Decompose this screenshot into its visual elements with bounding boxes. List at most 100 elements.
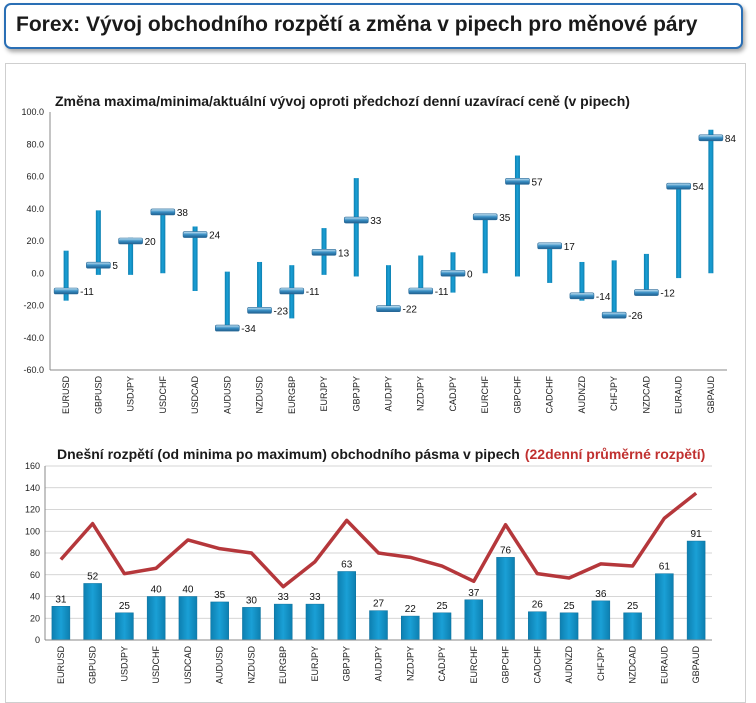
range-bar <box>305 603 325 641</box>
category-label: AUDJPY <box>384 376 394 412</box>
current-value-label: 84 <box>725 134 737 145</box>
y-tick-label: 100 <box>25 526 40 536</box>
bar-value-label: 40 <box>182 585 194 596</box>
range-bar <box>95 210 101 275</box>
category-label: NZDUSD <box>246 646 256 684</box>
category-label: CADCHF <box>532 645 542 683</box>
current-marker <box>505 178 530 185</box>
range-bar <box>83 583 102 641</box>
current-value-label: 0 <box>467 269 473 280</box>
y-tick-label: 0 <box>35 635 40 645</box>
y-tick-label: 0.0 <box>31 268 44 278</box>
current-marker <box>86 261 111 269</box>
range-bar <box>257 261 263 312</box>
category-label: EURCHF <box>480 375 490 413</box>
range-bar <box>464 599 484 641</box>
y-tick-label: 80 <box>30 548 40 558</box>
current-value-label: -11 <box>435 287 449 298</box>
category-label: EURAUD <box>674 376 684 415</box>
range-bar <box>51 606 71 641</box>
y-tick-label: 140 <box>25 483 40 493</box>
range-chart-title: Změna maxima/minima/aktuální vývoj oprot… <box>55 93 630 109</box>
range-bar <box>708 129 714 274</box>
average-range-line <box>59 491 698 589</box>
bar-value-label: 63 <box>341 559 353 570</box>
current-value-label: 35 <box>499 213 511 224</box>
current-value-label: -11 <box>80 287 94 298</box>
current-marker <box>472 213 498 221</box>
category-label: GBPAUD <box>691 646 701 684</box>
current-marker <box>182 231 208 238</box>
current-marker <box>247 307 272 314</box>
category-label: GBPCHF <box>512 376 522 414</box>
range-bar <box>482 213 488 274</box>
category-label: GBPJPY <box>342 646 352 682</box>
y-tick-label: -40.0 <box>23 333 44 343</box>
bar-value-label: 33 <box>278 592 290 603</box>
category-label: USDCHF <box>151 645 161 683</box>
category-label: CADCHF <box>545 375 555 413</box>
y-tick-label: 100.0 <box>21 107 44 117</box>
current-marker <box>279 287 305 295</box>
bar-value-label: 36 <box>595 589 607 600</box>
page-title: Forex: Vývoj obchodního rozpětí a změna … <box>16 13 698 36</box>
range-bar <box>514 155 520 277</box>
category-label: USDCHF <box>158 375 168 413</box>
y-tick-label: 20 <box>30 613 40 623</box>
bar-value-label: 25 <box>627 601 639 612</box>
range-bar <box>128 237 134 275</box>
bar-value-label: 33 <box>309 592 321 603</box>
range-bar <box>528 611 547 641</box>
bar-value-label: 91 <box>691 529 703 540</box>
current-marker <box>215 324 240 332</box>
current-value-label: -22 <box>403 305 418 316</box>
y-tick-label: -20.0 <box>23 301 44 311</box>
bar-value-label: 40 <box>151 585 163 596</box>
range-bar <box>63 250 69 301</box>
category-label: GBPAUD <box>706 376 716 414</box>
range-bar <box>386 265 391 309</box>
bar-value-label: 52 <box>87 571 99 582</box>
category-label: GBPUSD <box>88 646 98 685</box>
category-label: USDCAD <box>183 646 193 685</box>
bar-value-label: 61 <box>659 562 671 573</box>
bar-chart-title: Dnešní rozpětí (od minima po maximum) ob… <box>57 446 705 462</box>
range-bar-chart: 160 140 120 100 80 60 40 20 0 31 EURUSD 52 GBPUSD 25 U… <box>25 461 712 684</box>
current-value-label: -11 <box>306 287 320 298</box>
bar-value-label: 22 <box>405 604 417 615</box>
category-label: EURUSD <box>61 376 71 415</box>
current-marker <box>376 305 401 313</box>
bar-chart-title-main: Dnešní rozpětí (od minima po maximum) ob… <box>57 446 520 462</box>
category-label: EURJPY <box>319 376 329 412</box>
current-marker <box>311 248 337 256</box>
current-marker <box>698 134 724 142</box>
category-label: EURAUD <box>659 646 669 685</box>
bar-value-label: 25 <box>436 601 448 612</box>
category-label: EURGBP <box>278 646 288 684</box>
current-marker <box>601 311 627 319</box>
y-tick-label: 40.0 <box>26 204 44 214</box>
category-label: AUDUSD <box>222 376 232 415</box>
y-tick-label: 60 <box>30 570 40 580</box>
category-label: CHFJPY <box>596 646 606 681</box>
category-label: USDJPY <box>126 376 136 412</box>
range-bar <box>579 261 585 301</box>
range-bar <box>192 226 198 291</box>
range-bar <box>623 612 642 641</box>
category-label: EURCHF <box>469 645 479 683</box>
range-bar <box>273 603 293 641</box>
category-label: AUDJPY <box>374 646 384 682</box>
category-label: CADJPY <box>448 376 458 412</box>
bar-value-label: 37 <box>468 588 480 599</box>
range-bar <box>160 210 166 274</box>
current-value-label: -34 <box>241 324 256 335</box>
current-marker <box>537 242 562 250</box>
range-bar <box>655 573 674 641</box>
range-bar <box>496 557 515 641</box>
current-value-label: -14 <box>596 292 611 303</box>
current-marker <box>569 292 595 300</box>
range-bar <box>643 253 649 295</box>
bar-value-label: 35 <box>214 590 226 601</box>
y-tick-label: 60.0 <box>26 172 44 182</box>
